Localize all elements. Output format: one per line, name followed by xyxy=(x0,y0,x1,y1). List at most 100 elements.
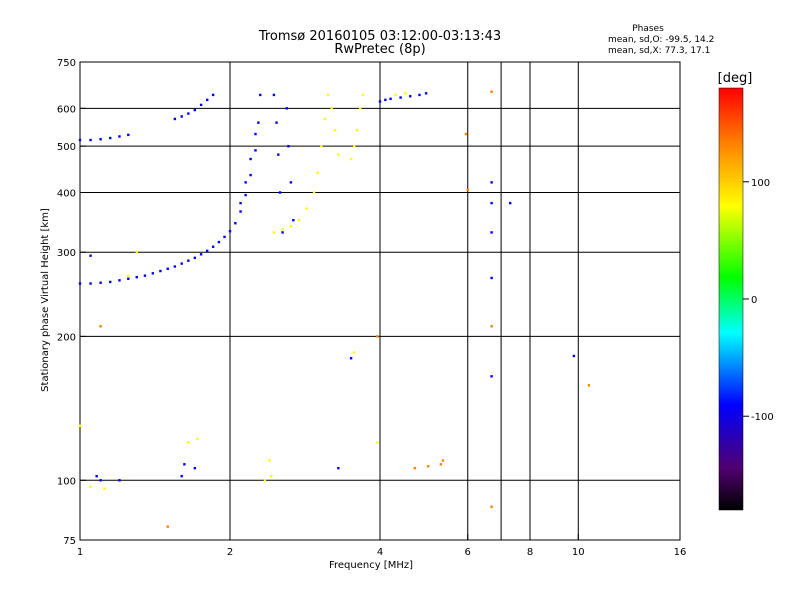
data-point-series-0 xyxy=(275,121,278,124)
data-point-series-0 xyxy=(490,375,493,378)
data-point-series-0 xyxy=(89,254,92,257)
data-point-series-2 xyxy=(466,188,469,192)
colorbar-tick-label: -100 xyxy=(751,412,774,423)
data-point-series-0 xyxy=(173,117,177,121)
data-point-series-0 xyxy=(244,193,247,197)
x-tick-label: 2 xyxy=(227,547,233,558)
data-point-series-0 xyxy=(183,463,186,466)
data-point-series-1 xyxy=(316,171,319,174)
data-point-series-0 xyxy=(143,274,147,277)
data-point-series-0 xyxy=(239,201,242,205)
data-point-series-0 xyxy=(118,279,121,282)
data-point-series-0 xyxy=(118,479,121,482)
data-point-series-1 xyxy=(352,351,356,354)
y-tick-label: 100 xyxy=(57,476,76,487)
data-point-series-0 xyxy=(508,201,512,205)
data-point-series-0 xyxy=(199,103,203,107)
data-point-series-0 xyxy=(292,219,295,222)
data-point-series-2 xyxy=(166,525,169,528)
data-point-series-0 xyxy=(287,144,290,148)
data-point-series-0 xyxy=(254,149,257,152)
data-point-series-0 xyxy=(151,272,155,275)
phases-x-stats: mean, sd,X: 77.3, 17.1 xyxy=(608,46,710,56)
data-point-series-1 xyxy=(103,487,106,490)
data-point-series-0 xyxy=(78,282,82,285)
data-point-series-0 xyxy=(490,276,493,280)
data-point-series-0 xyxy=(239,210,242,213)
data-point-series-0 xyxy=(159,269,162,273)
data-point-series-0 xyxy=(289,181,293,184)
data-point-series-0 xyxy=(173,265,177,268)
data-point-series-0 xyxy=(490,181,493,184)
y-axis-label: Stationary phase Virtual Height [km] xyxy=(40,208,51,392)
y-tick-label: 600 xyxy=(57,104,76,115)
data-points xyxy=(78,90,591,528)
data-point-series-2 xyxy=(427,465,430,468)
data-point-series-1 xyxy=(349,157,353,161)
data-point-series-0 xyxy=(281,231,284,234)
data-point-series-2 xyxy=(464,132,468,136)
x-tick-label: 1 xyxy=(77,547,83,558)
data-point-series-0 xyxy=(180,474,183,478)
colorbar xyxy=(718,87,744,511)
data-point-series-1 xyxy=(320,144,323,148)
data-point-series-0 xyxy=(205,249,209,253)
data-point-series-1 xyxy=(337,153,340,156)
data-point-series-0 xyxy=(127,133,130,137)
y-axis: 75 100 200 300 400 500 600 750 xyxy=(57,58,86,547)
data-point-series-0 xyxy=(89,282,92,285)
y-tick-label: 500 xyxy=(57,142,76,153)
phases-title: Phases xyxy=(632,24,664,34)
data-point-series-0 xyxy=(384,98,387,102)
data-point-series-2 xyxy=(490,90,493,93)
data-point-series-1 xyxy=(187,441,190,444)
data-point-series-0 xyxy=(572,354,576,358)
data-point-series-1 xyxy=(312,191,316,194)
chart-subtitle: RwPretec (8p) xyxy=(334,42,425,57)
data-point-series-1 xyxy=(404,92,407,95)
data-point-series-0 xyxy=(259,93,262,97)
data-point-series-1 xyxy=(89,485,92,488)
colorbar-tick-label: 0 xyxy=(751,295,757,306)
data-point-series-2 xyxy=(413,466,417,470)
data-point-series-1 xyxy=(196,437,199,441)
data-point-series-0 xyxy=(193,466,197,470)
data-point-series-0 xyxy=(211,245,215,248)
colorbar-ticks: 100 0 -100 xyxy=(743,178,774,423)
y-tick-label: 300 xyxy=(57,248,76,259)
data-point-series-1 xyxy=(263,479,267,482)
data-point-series-0 xyxy=(187,112,190,115)
data-point-series-0 xyxy=(217,240,221,244)
data-point-series-0 xyxy=(490,201,493,205)
data-point-series-0 xyxy=(223,235,226,239)
data-point-series-0 xyxy=(389,97,392,101)
data-point-series-1 xyxy=(333,128,337,132)
data-point-series-0 xyxy=(205,98,209,102)
data-point-series-2 xyxy=(587,384,591,387)
data-point-series-0 xyxy=(337,466,340,470)
data-point-series-0 xyxy=(199,253,203,256)
data-point-series-0 xyxy=(249,173,252,177)
x-tick-label: 10 xyxy=(572,547,585,558)
x-tick-label: 4 xyxy=(377,547,383,558)
data-point-series-2 xyxy=(376,335,379,338)
y-tick-label: 750 xyxy=(57,58,76,69)
data-point-series-0 xyxy=(135,275,138,279)
data-point-series-0 xyxy=(211,93,215,97)
data-point-series-1 xyxy=(327,93,330,97)
data-point-series-1 xyxy=(305,207,308,210)
data-point-series-0 xyxy=(418,93,421,97)
grid-lines xyxy=(80,62,680,540)
data-point-series-1 xyxy=(358,107,362,110)
data-point-series-0 xyxy=(378,100,382,103)
data-point-series-0 xyxy=(490,231,493,234)
data-point-series-1 xyxy=(361,93,365,97)
data-point-series-0 xyxy=(166,267,169,270)
data-point-series-1 xyxy=(355,128,359,132)
data-point-series-0 xyxy=(228,229,232,233)
data-point-series-2 xyxy=(490,325,493,328)
x-tick-label: 6 xyxy=(465,547,471,558)
data-point-series-0 xyxy=(277,153,280,156)
data-point-series-1 xyxy=(323,117,327,121)
